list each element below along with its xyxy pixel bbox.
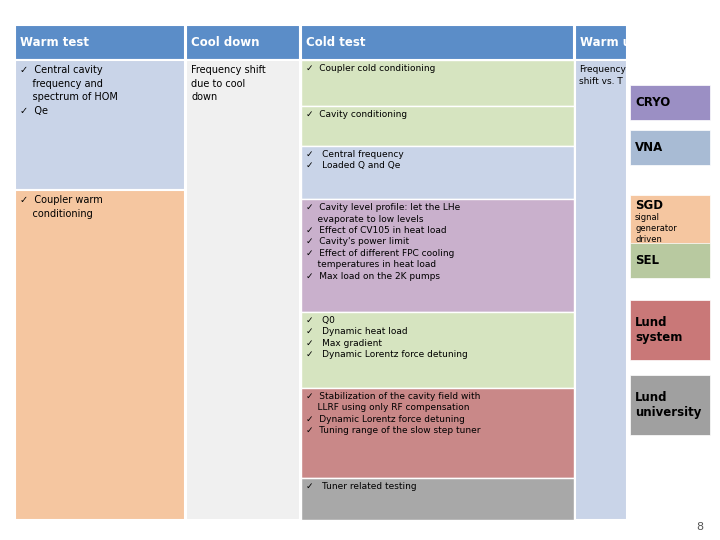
Bar (301, 25, 574, 60)
Bar (301, 199, 574, 312)
Bar (630, 130, 710, 165)
Text: signal
generator
driven: signal generator driven (635, 213, 677, 244)
Bar (186, 60, 300, 520)
Bar (301, 478, 574, 520)
Bar (15, 60, 185, 190)
Text: Lund
system: Lund system (635, 316, 683, 344)
Text: ✓  Coupler cold conditioning: ✓ Coupler cold conditioning (306, 64, 436, 73)
Bar (630, 375, 710, 435)
Text: Cool down: Cool down (191, 36, 259, 49)
Text: 8: 8 (696, 522, 703, 532)
Bar (630, 243, 710, 278)
Text: Warm up: Warm up (580, 36, 639, 49)
Bar (301, 60, 574, 106)
Bar (630, 300, 710, 360)
Text: ✓  Cavity conditioning: ✓ Cavity conditioning (306, 110, 407, 119)
Bar (301, 388, 574, 478)
Text: ✓  Coupler warm
    conditioning: ✓ Coupler warm conditioning (20, 195, 103, 219)
Text: CRYO: CRYO (635, 96, 670, 109)
Bar (301, 146, 574, 199)
Bar (575, 60, 627, 520)
Text: SGD: SGD (635, 199, 663, 212)
Text: Frequency
shift vs. T: Frequency shift vs. T (579, 65, 626, 86)
Text: Lund
university: Lund university (635, 391, 701, 419)
Text: ✓  Cavity level profile: let the LHe
    evaporate to low levels
✓  Effect of CV: ✓ Cavity level profile: let the LHe evap… (306, 203, 460, 281)
Bar (15, 190, 185, 520)
Bar (630, 195, 710, 260)
Text: ✓   Tuner related testing: ✓ Tuner related testing (306, 482, 417, 491)
Text: ✓  Stabilization of the cavity field with
    LLRF using only RF compensation
✓ : ✓ Stabilization of the cavity field with… (306, 392, 480, 435)
Bar (301, 106, 574, 146)
Text: ✓   Q0
✓   Dynamic heat load
✓   Max gradient
✓   Dynamic Lorentz force detuning: ✓ Q0 ✓ Dynamic heat load ✓ Max gradient … (306, 316, 468, 359)
Bar (575, 25, 627, 60)
Text: SEL: SEL (635, 254, 659, 267)
Bar (301, 312, 574, 388)
Text: VNA: VNA (635, 141, 663, 154)
Bar (186, 25, 300, 60)
Text: ✓  Central cavity
    frequency and
    spectrum of HOM
✓  Qe: ✓ Central cavity frequency and spectrum … (20, 65, 118, 116)
Bar (15, 25, 185, 60)
Text: ✓   Central frequency
✓   Loaded Q and Qe: ✓ Central frequency ✓ Loaded Q and Qe (306, 150, 404, 170)
Text: Warm test: Warm test (20, 36, 89, 49)
Bar (630, 85, 710, 120)
Text: Cold test: Cold test (306, 36, 366, 49)
Text: Frequency shift
due to cool
down: Frequency shift due to cool down (191, 65, 266, 102)
